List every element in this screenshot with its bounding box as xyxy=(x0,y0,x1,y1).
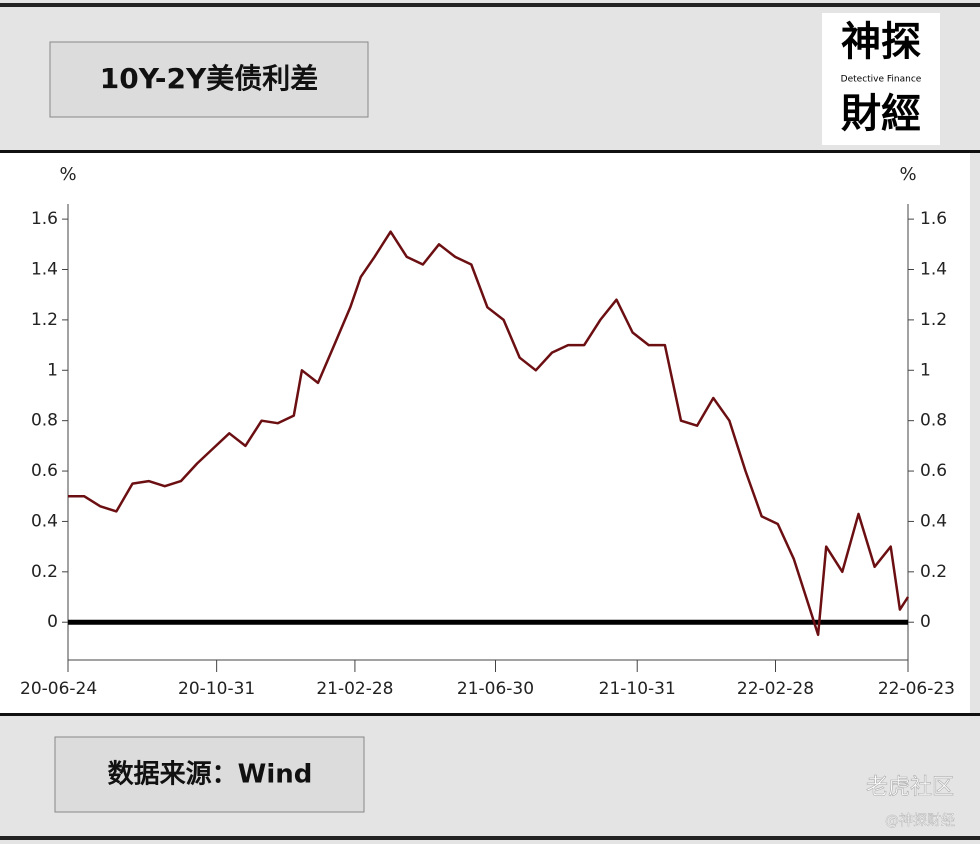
y-tick-label: 0.2 xyxy=(31,562,58,582)
y-tick-label-right: 1 xyxy=(920,360,931,380)
y-tick-label-right: 1.6 xyxy=(920,209,947,229)
logo-bottom: 財經 xyxy=(841,91,921,137)
plot: 0 0 0.2 0.2 0.4 0.4 0.6 0.6 0.8 0.8 1 1 1.2 1.2 1.4 1.4… xyxy=(20,204,955,699)
handle: @神探财经 xyxy=(885,813,955,829)
x-tick-label: 20-06-24 xyxy=(20,679,97,699)
source: 数据来源：Wind xyxy=(108,760,313,790)
logo-top: 神探 xyxy=(841,19,921,65)
x-tick-label: 22-02-28 xyxy=(737,679,814,699)
title: 10Y-2Y美债利差 xyxy=(100,62,319,95)
title-box xyxy=(49,41,369,118)
y-tick-label: 1 xyxy=(47,360,58,380)
y-tick-label: 0 xyxy=(47,612,58,632)
chart-panel xyxy=(0,153,970,713)
y-tick-label-right: 1.2 xyxy=(920,310,947,330)
y-tick-label-right: 0.8 xyxy=(920,411,947,431)
top-rule xyxy=(0,3,980,7)
watermark: 老虎社区 xyxy=(866,775,954,800)
x-tick-label: 22-06-23 xyxy=(878,679,955,699)
spread-line xyxy=(68,230,910,637)
y-tick-label: 0.4 xyxy=(31,511,58,531)
x-tick-label: 21-06-30 xyxy=(457,679,534,699)
y-tick-label: 0.8 xyxy=(31,411,58,431)
y-tick-label-right: 0.6 xyxy=(920,461,947,481)
source-box xyxy=(54,736,365,813)
y-unit-right: % xyxy=(899,164,916,185)
panel-bottom xyxy=(0,713,980,716)
y-tick-label: 1.4 xyxy=(31,260,58,280)
y-tick-label-right: 1.4 xyxy=(920,260,947,280)
y-tick-label-right: 0.4 xyxy=(920,511,947,531)
y-tick-label-right: 0.2 xyxy=(920,562,947,582)
y-unit-left: % xyxy=(59,164,76,185)
x-tick-label: 20-10-31 xyxy=(178,679,255,699)
y-tick-label-right: 0 xyxy=(920,612,931,632)
logo xyxy=(822,13,940,145)
bottom-rule xyxy=(0,836,980,840)
x-tick-label: 21-02-28 xyxy=(316,679,393,699)
panel-top xyxy=(0,150,980,153)
y-tick-label: 0.6 xyxy=(31,461,58,481)
logo-mid: Detective Finance xyxy=(841,75,922,85)
y-tick-label: 1.2 xyxy=(31,310,58,330)
y-tick-label: 1.6 xyxy=(31,209,58,229)
x-tick-label: 21-10-31 xyxy=(599,679,676,699)
